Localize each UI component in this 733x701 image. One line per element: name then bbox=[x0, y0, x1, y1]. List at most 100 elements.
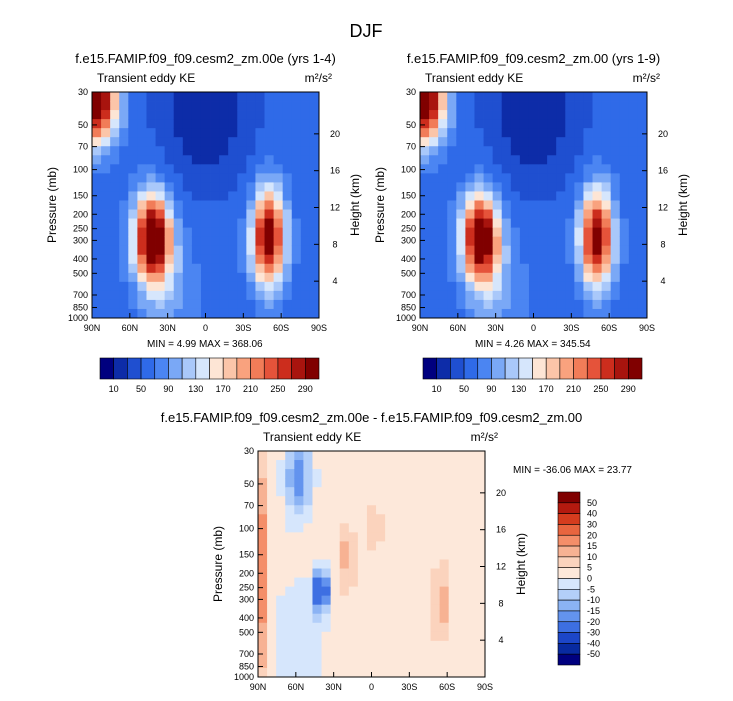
heatmap-cell bbox=[137, 128, 147, 138]
heatmap-cell bbox=[439, 667, 450, 678]
heatmap-cell bbox=[565, 254, 575, 265]
heatmap-cell bbox=[191, 254, 202, 265]
y-tick-label: 850 bbox=[401, 303, 416, 313]
heatmap-cell bbox=[447, 173, 457, 183]
heatmap-cell bbox=[439, 541, 450, 551]
heatmap-cell bbox=[592, 218, 602, 228]
heatmap-cell bbox=[565, 191, 575, 201]
heatmap-cell bbox=[547, 191, 557, 201]
heatmap-cell bbox=[429, 92, 439, 102]
y-tick-label: 70 bbox=[244, 501, 254, 511]
heatmap-cell bbox=[339, 541, 350, 551]
heatmap-cell bbox=[119, 146, 129, 156]
heatmap-cell bbox=[510, 263, 521, 274]
heatmap-cell bbox=[309, 299, 320, 310]
heatmap-cell bbox=[465, 164, 475, 174]
heatmap-cell bbox=[385, 451, 395, 461]
heatmap-cell bbox=[456, 101, 466, 111]
heatmap-cell bbox=[574, 182, 584, 192]
heatmap-cell bbox=[146, 200, 156, 210]
heatmap-cell bbox=[592, 164, 602, 174]
heatmap-cell bbox=[610, 119, 621, 129]
heatmap-cell bbox=[321, 613, 332, 624]
heatmap-cell bbox=[501, 227, 512, 238]
heatmap-cell bbox=[448, 478, 459, 488]
heatmap-cell bbox=[456, 92, 466, 102]
heatmap-cell bbox=[429, 254, 439, 265]
heatmap-cell bbox=[92, 173, 102, 183]
heatmap-cell bbox=[510, 155, 521, 165]
heatmap-cell bbox=[128, 218, 138, 228]
heatmap-cell bbox=[267, 604, 277, 615]
heatmap-cell bbox=[200, 209, 211, 219]
heatmap-cell bbox=[421, 577, 431, 587]
heatmap-cell bbox=[474, 164, 484, 174]
heatmap-cell bbox=[258, 631, 268, 642]
heatmap-cell bbox=[200, 218, 211, 228]
heatmap-cell bbox=[510, 146, 521, 156]
colorbar-swatch bbox=[222, 357, 238, 380]
y-tick-label: 250 bbox=[239, 583, 254, 593]
heatmap-cell bbox=[303, 496, 313, 506]
heatmap-cell bbox=[357, 640, 368, 651]
heatmap-cell bbox=[300, 173, 311, 183]
heatmap-cell bbox=[466, 487, 477, 497]
heatmap-cell bbox=[457, 550, 468, 560]
heatmap-cell bbox=[510, 299, 521, 310]
heatmap-cell bbox=[258, 532, 268, 542]
heatmap-cell bbox=[348, 451, 359, 461]
heatmap-cell bbox=[164, 128, 175, 138]
heatmap-cell bbox=[119, 290, 129, 301]
heatmap-cell bbox=[294, 532, 304, 542]
heatmap-cell bbox=[366, 505, 377, 515]
heatmap-cell bbox=[403, 568, 413, 578]
colorbar-swatch bbox=[209, 357, 224, 380]
heatmap-cell bbox=[565, 299, 575, 310]
colorbar-swatch bbox=[557, 556, 581, 568]
heatmap-cell bbox=[457, 649, 468, 660]
heatmap-cell bbox=[385, 460, 395, 470]
heatmap-cell bbox=[385, 532, 395, 542]
heatmap-cell bbox=[339, 487, 350, 497]
heatmap-cell bbox=[276, 595, 286, 606]
colorbar-swatch bbox=[181, 357, 197, 380]
colorbar-label: -40 bbox=[587, 638, 600, 648]
heatmap-cell bbox=[285, 559, 295, 569]
heatmap-cell bbox=[456, 308, 466, 319]
heatmap-cell bbox=[267, 514, 277, 524]
heatmap-cell bbox=[267, 613, 277, 624]
heatmap-cell bbox=[466, 613, 477, 624]
heatmap-cell bbox=[309, 191, 320, 201]
heatmap-cell bbox=[583, 200, 593, 210]
heatmap-cell bbox=[448, 487, 459, 497]
heatmap-cell bbox=[429, 236, 439, 247]
chart-title: f.e15.FAMIP.f09_f09.cesm2_zm.00 (yrs 1-9… bbox=[407, 51, 660, 66]
heatmap-cell bbox=[610, 92, 621, 102]
heatmap-cell bbox=[447, 227, 457, 238]
colorbar-swatch bbox=[557, 524, 581, 536]
heatmap-cell bbox=[219, 101, 229, 111]
heatmap-cell bbox=[538, 164, 548, 174]
heatmap-cell bbox=[357, 514, 368, 524]
heatmap-cell bbox=[457, 613, 468, 624]
heatmap-cell bbox=[294, 559, 304, 569]
heatmap-cell bbox=[592, 200, 602, 210]
y-tick-label: 1000 bbox=[234, 672, 254, 682]
x-tick-label: 30N bbox=[159, 323, 176, 333]
heatmap-cell bbox=[330, 478, 341, 488]
heatmap-cell bbox=[492, 92, 503, 102]
heatmap-cell bbox=[574, 146, 584, 156]
heatmap-cell bbox=[219, 254, 229, 265]
heatmap-cell bbox=[466, 469, 477, 479]
heatmap-cell bbox=[420, 155, 430, 165]
colorbar-swatch bbox=[557, 643, 581, 655]
heatmap-cell bbox=[200, 173, 211, 183]
heatmap-cell bbox=[592, 146, 602, 156]
heatmap-cell bbox=[321, 496, 332, 506]
heatmap-cell bbox=[155, 218, 166, 228]
y-tick-label: 500 bbox=[401, 268, 416, 278]
heatmap-cell bbox=[110, 137, 120, 147]
heatmap-cell bbox=[376, 523, 386, 533]
heatmap-cell bbox=[501, 299, 512, 310]
heatmap-cell bbox=[182, 299, 193, 310]
